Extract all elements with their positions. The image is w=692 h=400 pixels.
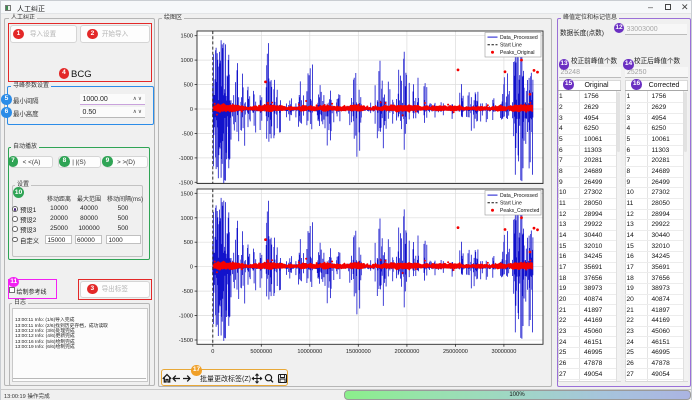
svg-text:5000000: 5000000 <box>250 349 272 355</box>
svg-text:1000: 1000 <box>181 58 193 64</box>
svg-text:1500: 1500 <box>181 191 193 197</box>
svg-text:-1500: -1500 <box>179 338 193 344</box>
svg-text:Start Line: Start Line <box>500 43 522 49</box>
svg-text:Peaks_Corrected: Peaks_Corrected <box>500 208 540 214</box>
svg-text:-500: -500 <box>182 131 193 137</box>
svg-text:25000000: 25000000 <box>443 349 468 355</box>
svg-text:-1000: -1000 <box>179 314 193 320</box>
svg-text:0: 0 <box>190 265 193 271</box>
svg-text:Data_Processed: Data_Processed <box>500 35 538 41</box>
svg-text:1500: 1500 <box>181 34 193 40</box>
svg-text:-1500: -1500 <box>179 180 193 186</box>
svg-text:500: 500 <box>184 240 193 246</box>
svg-text:500: 500 <box>184 83 193 89</box>
svg-text:Peaks_Original: Peaks_Original <box>500 50 535 56</box>
svg-text:-500: -500 <box>182 289 193 295</box>
svg-text:-1000: -1000 <box>179 156 193 162</box>
svg-text:20000000: 20000000 <box>394 349 419 355</box>
svg-text:1000: 1000 <box>181 216 193 222</box>
svg-text:10000000: 10000000 <box>297 349 322 355</box>
svg-text:30000000: 30000000 <box>491 349 516 355</box>
svg-text:15000000: 15000000 <box>346 349 371 355</box>
svg-text:Start Line: Start Line <box>500 201 522 207</box>
svg-text:0: 0 <box>190 107 193 113</box>
svg-text:0: 0 <box>211 349 214 355</box>
svg-text:Data_Processed: Data_Processed <box>500 193 538 199</box>
